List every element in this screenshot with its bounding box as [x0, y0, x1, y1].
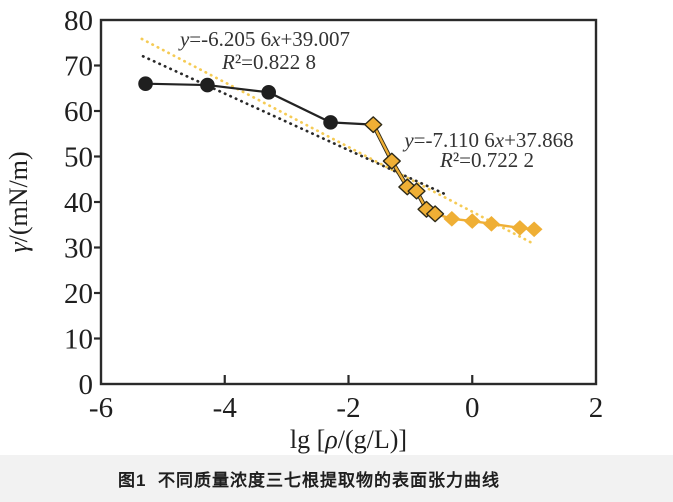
data-point-diamond: [463, 213, 481, 229]
figure-caption: 图1 不同质量浓度三七根提取物的表面张力曲线: [118, 471, 500, 490]
caption-bar: 图1 不同质量浓度三七根提取物的表面张力曲线 上海谓: [0, 455, 673, 502]
y-tick-label: 70: [64, 51, 93, 83]
equation-label: y=-7.110 6x+37.868: [402, 128, 573, 152]
x-tick-label: -6: [89, 392, 113, 424]
data-point-diamond: [511, 220, 529, 236]
x-tick-label: 0: [465, 392, 480, 424]
data-point-diamond: [382, 152, 401, 170]
x-tick-label: -4: [213, 392, 238, 424]
data-point-circle: [138, 76, 153, 91]
y-tick-label: 60: [64, 96, 93, 128]
y-tick-label: 50: [64, 142, 93, 174]
data-point-circle: [261, 85, 276, 100]
data-point-circle: [200, 77, 215, 93]
r2-label: R²=0.722 2: [439, 148, 534, 172]
x-axis-title: lg [ρ/(g/L)]: [290, 425, 407, 454]
data-point-diamond: [426, 205, 445, 223]
data-point-circle: [323, 115, 338, 130]
equation-label: y=-6.205 6x+39.007: [178, 27, 350, 51]
y-tick-label: 20: [64, 278, 93, 310]
plot-border: [99, 18, 598, 386]
data-point-diamond: [407, 182, 426, 200]
r2-label: R²=0.822 8: [221, 50, 316, 74]
x-tick-label: 2: [589, 392, 604, 424]
y-tick-label: 30: [64, 233, 93, 265]
data-point-diamond: [483, 216, 500, 232]
x-tick-label: -2: [336, 392, 360, 424]
surface-tension-chart: 0 10 20 30 40 50 60 70 80 -6 -4 -2 0 2 lg [ρ/(g/L)] γ/(…: [4, 5, 604, 454]
data-point-diamond: [525, 221, 543, 238]
y-tick-label: 0: [79, 369, 94, 401]
y-tick-label: 40: [64, 187, 93, 219]
y-axis-title: γ/(mN/m): [4, 151, 33, 252]
yellow-dotted-trendline: [140, 37, 535, 245]
y-tick-label: 80: [64, 5, 93, 37]
y-tick-label: 10: [64, 324, 93, 356]
data-point-diamond: [364, 116, 383, 134]
data-point-diamond: [443, 211, 461, 227]
series-line-black: [145, 82, 374, 126]
